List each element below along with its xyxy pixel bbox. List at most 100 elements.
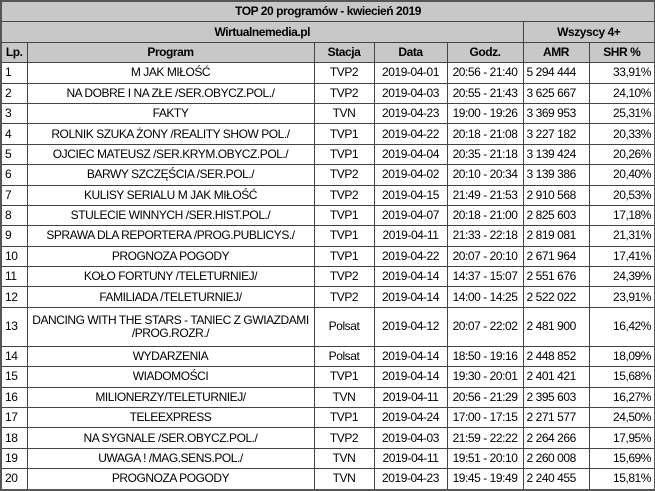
cell-program: KULISY SERIALU M JAK MIŁOŚĆ bbox=[26, 184, 315, 206]
audience-group-label: Wszyscy 4+ bbox=[522, 21, 655, 43]
table-row: 17 TELEEXPRESS TVP1 2019-04-24 17:00 - 17:15… bbox=[0, 407, 655, 429]
cell-godz: 20:07 - 20:10 bbox=[446, 245, 524, 268]
cell-shr: 25,31% bbox=[588, 102, 655, 125]
cell-data: 2019-04-23 bbox=[373, 102, 448, 125]
cell-program: PROGNOZA POGODY bbox=[26, 245, 315, 268]
cell-program: MILIONERZY/TELETURNIEJ/ bbox=[26, 386, 315, 409]
cell-godz: 20:07 - 22:02 bbox=[446, 306, 524, 347]
cell-data: 2019-04-11 bbox=[373, 447, 448, 470]
cell-shr: 15,69% bbox=[588, 447, 655, 470]
cell-data: 2019-04-15 bbox=[373, 184, 448, 206]
table-row: 9 SPRAWA DLA REPORTERA /PROG.PUBLICYS./TV… bbox=[0, 225, 655, 247]
cell-amr: 3 139 424 bbox=[522, 143, 590, 166]
cell-lp: 4 bbox=[0, 123, 28, 145]
col-header-godz: Godz. bbox=[446, 41, 524, 64]
col-header-data: Data bbox=[373, 41, 448, 64]
table-row: 12 FAMILIADA /TELETURNIEJ/TVP2 2019-04-14 1… bbox=[0, 286, 655, 308]
cell-stacja: TVN bbox=[313, 102, 375, 125]
cell-amr: 2 671 964 bbox=[522, 245, 590, 268]
table-row: 8 STULECIE WINNYCH /SER.HIST.POL./TVP1 201… bbox=[0, 204, 655, 227]
table-row: 7 KULISY SERIALU M JAK MIŁOŚĆ TVP2 2019-04-… bbox=[0, 184, 655, 206]
cell-godz: 20:35 - 21:18 bbox=[446, 143, 524, 166]
cell-program: WIADOMOŚCI bbox=[26, 366, 315, 388]
cell-godz: 19:51 - 20:10 bbox=[446, 447, 524, 470]
cell-lp: 8 bbox=[0, 204, 28, 227]
cell-shr: 15,68% bbox=[588, 366, 655, 388]
cell-data: 2019-04-04 bbox=[373, 143, 448, 166]
cell-program: NA DOBRE I NA ZŁE /SER.OBYCZ.POL./ bbox=[26, 82, 315, 104]
cell-data: 2019-04-14 bbox=[373, 366, 448, 388]
cell-shr: 24,39% bbox=[588, 266, 655, 288]
cell-amr: 5 294 444 bbox=[522, 62, 590, 84]
cell-godz: 19:45 - 19:49 bbox=[446, 468, 524, 491]
cell-amr: 2 522 022 bbox=[522, 286, 590, 308]
cell-data: 2019-04-11 bbox=[373, 225, 448, 247]
table-row: 15 WIADOMOŚCI TVP1 2019-04-14 19:30 - 20:01 2… bbox=[0, 366, 655, 388]
cell-amr: 3 139 386 bbox=[522, 164, 590, 186]
cell-shr: 15,81% bbox=[588, 468, 655, 491]
cell-data: 2019-04-03 bbox=[373, 82, 448, 104]
cell-program: UWAGA ! /MAG.SENS.POL./ bbox=[26, 447, 315, 470]
table-row: 4 ROLNIK SZUKA ŻONY /REALITY SHOW POL./TV… bbox=[0, 123, 655, 145]
cell-stacja: TVN bbox=[313, 447, 375, 470]
cell-godz: 18:50 - 19:16 bbox=[446, 345, 524, 368]
cell-program: ROLNIK SZUKA ŻONY /REALITY SHOW POL./ bbox=[26, 123, 315, 145]
cell-godz: 19:00 - 19:26 bbox=[446, 102, 524, 125]
cell-stacja: TVP1 bbox=[313, 204, 375, 227]
cell-godz: 19:30 - 20:01 bbox=[446, 366, 524, 388]
cell-shr: 16,27% bbox=[588, 386, 655, 409]
cell-program: TELEEXPRESS bbox=[26, 407, 315, 429]
cell-stacja: TVP2 bbox=[313, 184, 375, 206]
cell-shr: 24,10% bbox=[588, 82, 655, 104]
cell-stacja: TVP1 bbox=[313, 245, 375, 268]
cell-amr: 3 227 182 bbox=[522, 123, 590, 145]
cell-amr: 3 369 953 bbox=[522, 102, 590, 125]
cell-shr: 23,91% bbox=[588, 286, 655, 308]
col-header-lp: Lp. bbox=[0, 41, 28, 64]
table-row: 6 BARWY SZCZĘŚCIA /SER.POL./TVP2 2019-04-0… bbox=[0, 164, 655, 186]
cell-shr: 33,91% bbox=[588, 62, 655, 84]
cell-godz: 20:18 - 21:08 bbox=[446, 123, 524, 145]
table-row: 3 FAKTY TVN 2019-04-23 19:00 - 19:26 3 369 95… bbox=[0, 102, 655, 125]
cell-data: 2019-04-02 bbox=[373, 164, 448, 186]
cell-lp: 20 bbox=[0, 468, 28, 491]
cell-godz: 14:37 - 15:07 bbox=[446, 266, 524, 288]
cell-stacja: TVN bbox=[313, 468, 375, 491]
cell-stacja: TVP2 bbox=[313, 164, 375, 186]
cell-lp: 7 bbox=[0, 184, 28, 206]
cell-program: FAKTY bbox=[26, 102, 315, 125]
cell-data: 2019-04-24 bbox=[373, 407, 448, 429]
cell-stacja: Polsat bbox=[313, 306, 375, 347]
cell-program: M JAK MIŁOŚĆ bbox=[26, 62, 315, 84]
cell-stacja: Polsat bbox=[313, 345, 375, 368]
cell-stacja: TVP1 bbox=[313, 123, 375, 145]
col-header-shr: SHR % bbox=[588, 41, 655, 64]
cell-shr: 20,26% bbox=[588, 143, 655, 166]
cell-shr: 20,40% bbox=[588, 164, 655, 186]
cell-lp: 13 bbox=[0, 306, 28, 347]
table-title: TOP 20 programów - kwiecień 2019 bbox=[0, 0, 655, 23]
cell-godz: 20:56 - 21:29 bbox=[446, 386, 524, 409]
cell-data: 2019-04-14 bbox=[373, 286, 448, 308]
cell-shr: 20,33% bbox=[588, 123, 655, 145]
cell-godz: 20:55 - 21:43 bbox=[446, 82, 524, 104]
table-row: 13 DANCING WITH THE STARS - TANIEC Z GWIA… bbox=[0, 306, 655, 347]
cell-amr: 2 271 577 bbox=[522, 407, 590, 429]
table-row: 20 PROGNOZA POGODY TVN 2019-04-23 19:45 - 19… bbox=[0, 468, 655, 491]
cell-stacja: TVP2 bbox=[313, 82, 375, 104]
cell-data: 2019-04-01 bbox=[373, 62, 448, 84]
cell-lp: 11 bbox=[0, 266, 28, 288]
cell-shr: 18,09% bbox=[588, 345, 655, 368]
cell-stacja: TVP2 bbox=[313, 427, 375, 449]
cell-amr: 2 401 421 bbox=[522, 366, 590, 388]
col-header-stacja: Stacja bbox=[313, 41, 375, 64]
cell-amr: 3 625 667 bbox=[522, 82, 590, 104]
cell-shr: 21,31% bbox=[588, 225, 655, 247]
cell-shr: 17,18% bbox=[588, 204, 655, 227]
cell-stacja: TVP1 bbox=[313, 225, 375, 247]
cell-godz: 20:18 - 21:00 bbox=[446, 204, 524, 227]
table-row: 19 UWAGA ! /MAG.SENS.POL./TVN 2019-04-11 19… bbox=[0, 447, 655, 470]
cell-godz: 21:59 - 22:22 bbox=[446, 427, 524, 449]
cell-data: 2019-04-11 bbox=[373, 386, 448, 409]
